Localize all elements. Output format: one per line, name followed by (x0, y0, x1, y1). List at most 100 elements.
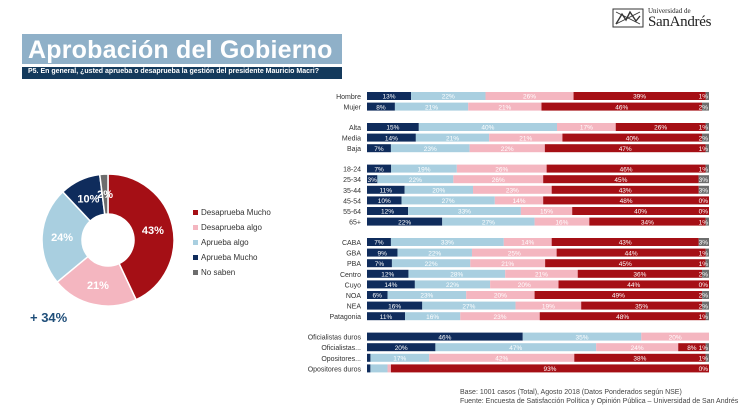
bar-value-label: 48% (620, 198, 633, 205)
bar-value-label: 40% (626, 135, 639, 142)
bar-segment-desaprueba-algo (489, 133, 563, 142)
bar-value-label: 24% (631, 345, 644, 352)
bar-category-label: Baja (347, 146, 361, 153)
bar-value-label: 44% (627, 282, 640, 289)
bar-segment-aprueba-mucho (367, 291, 388, 299)
bar-segment-desaprueba-algo (460, 312, 540, 321)
bar-segment-aprueba-algo (377, 175, 454, 184)
bar-segment-aprueba-algo (404, 185, 474, 194)
bar-row-caba: CABA 7% 33% 14% 43% 3% (342, 238, 709, 247)
legend-swatch (193, 210, 198, 215)
bar-segment-desaprueba-algo (470, 259, 546, 268)
bar-category-label: 35-44 (343, 188, 361, 195)
bar-value-label: 35% (635, 303, 648, 310)
bar-value-label: 33% (458, 209, 471, 216)
bar-value-label: 46% (615, 104, 628, 111)
bar-segment-aprueba-algo (408, 269, 506, 278)
pie-value-label: 21% (87, 280, 109, 292)
bar-segment-aprueba-algo (422, 301, 516, 310)
bar-segment-desaprueba-algo (453, 175, 544, 184)
bar-category-label: Mujer (343, 105, 361, 112)
bar-segment-desaprueba-mucho (574, 353, 706, 362)
bar-segment-no-saben (705, 144, 709, 153)
bar-value-label: 12% (381, 209, 394, 216)
bar-value-label: 11% (380, 188, 393, 195)
bar-segment-desaprueba-algo (471, 248, 557, 257)
bar-segment-aprueba-mucho (367, 269, 409, 278)
bar-value-label: 0% (699, 209, 709, 216)
bar-category-label: NOA (346, 293, 362, 300)
bar-category-label: Oficialistas duros (308, 335, 362, 342)
bar-segment-aprueba-algo (401, 196, 495, 205)
bar-segment-aprueba-mucho (367, 133, 416, 142)
bar-row-baja: Baja 7% 23% 22% 47% 1% (347, 144, 709, 153)
bar-value-label: 43% (619, 188, 632, 195)
bar-category-label: Cuyo (345, 282, 361, 289)
bar-segment-aprueba-mucho (367, 92, 412, 100)
bar-row-mujer: Mujer 8% 21% 21% 46% 2% (343, 102, 709, 112)
bar-value-label: 1% (699, 166, 709, 173)
bar-segment-aprueba-algo (411, 92, 486, 100)
approval-pie-chart: 43% 21% 24% 10%2% (41, 173, 175, 307)
bar-value-label: 45% (614, 177, 627, 184)
bar-value-label: 22% (442, 94, 455, 101)
bar-value-label: 25% (508, 250, 521, 257)
bar-segment-no-saben (705, 343, 709, 352)
bar-category-label: GBA (346, 251, 361, 258)
bar-value-label: 22% (501, 146, 514, 153)
bar-value-label: 93% (543, 366, 556, 373)
legend-swatch (193, 240, 198, 245)
legend-label: Aprueba algo (201, 238, 249, 247)
bar-segment-desaprueba-algo (494, 196, 544, 205)
pie-value-label: 2% (97, 189, 113, 201)
bar-value-label: 21% (446, 135, 459, 142)
bar-value-label: 1% (699, 219, 709, 226)
bar-value-label: 7% (374, 146, 384, 153)
bar-segment-aprueba-algo (370, 364, 388, 373)
bar-value-label: 13% (383, 94, 396, 101)
bar-value-label: 47% (509, 345, 522, 352)
logo-top-text: Universidad de (648, 7, 691, 15)
bar-value-label: 11% (380, 314, 393, 321)
bar-row-oficialistas-duros: Oficialistas duros 46% 35% 20% (308, 332, 709, 342)
bar-category-label: 25-34 (343, 177, 361, 184)
bar-segment-no-saben (698, 175, 709, 184)
bar-row-opositores-duros: Opositores duros 93% 0% (308, 364, 709, 373)
pie-value-label: 10% (77, 193, 99, 205)
bar-segment-aprueba-mucho (367, 301, 423, 310)
bar-segment-no-saben (702, 301, 709, 310)
bar-segment-desaprueba-mucho (615, 123, 706, 131)
bar-value-label: 20% (494, 293, 507, 300)
logo-name-text: SanAndrés (648, 14, 712, 30)
bar-value-label: 1% (699, 146, 709, 153)
bar-category-label: Opositores duros (308, 366, 362, 373)
bar-segment-desaprueba-algo (468, 102, 542, 111)
bar-row-media: Media 14% 21% 21% 40% 2% (342, 133, 709, 143)
bar-segment-aprueba-algo (405, 312, 461, 321)
bar-value-label: 22% (425, 261, 438, 268)
bar-segment-aprueba-algo (442, 217, 535, 226)
bar-category-label: PBA (347, 261, 361, 268)
bar-value-label: 1% (699, 314, 709, 321)
legend-swatch (193, 255, 198, 260)
pie-slice-desaprueba-mucho (107, 173, 175, 301)
bar-segment-desaprueba-algo (641, 332, 709, 341)
bar-segment-desaprueba-algo (596, 343, 679, 352)
bar-row-cuyo: Cuyo 14% 22% 20% 44% 0% (345, 280, 709, 289)
bar-segment-aprueba-mucho (367, 164, 392, 173)
bar-value-label: 48% (616, 314, 629, 321)
bar-segment-aprueba-algo (408, 207, 521, 215)
university-crest-icon (612, 8, 644, 28)
bar-row-25-34: 25-34 3% 22% 26% 45% 3% (343, 175, 709, 184)
bar-segment-no-saben (705, 312, 709, 321)
footnote: Base: 1001 casos (Total), Agosto 2018 (D… (460, 388, 738, 406)
bar-segment-aprueba-algo (394, 102, 469, 111)
bar-segment-aprueba-mucho (367, 353, 371, 362)
bar-value-label: 23% (420, 293, 433, 300)
bar-segment-aprueba-mucho (367, 332, 523, 341)
bar-value-label: 8% (687, 345, 697, 352)
bar-value-label: 12% (381, 272, 394, 279)
bar-value-label: 14% (385, 135, 398, 142)
bar-value-label: 7% (375, 261, 385, 268)
bar-value-label: 28% (450, 272, 463, 279)
